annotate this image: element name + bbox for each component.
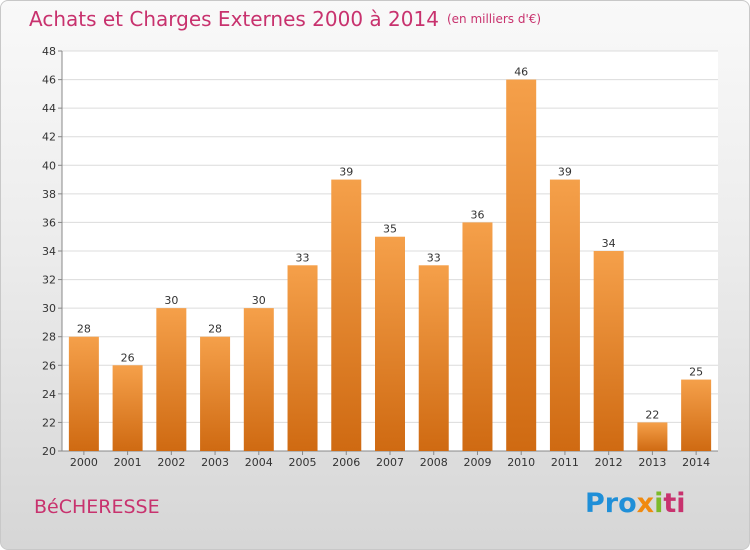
- value-label-2011: 39: [558, 166, 572, 179]
- value-label-2002: 30: [164, 294, 178, 307]
- chart-title-unit: (en milliers d'€): [446, 12, 542, 26]
- x-tick-label-2004: 2004: [245, 456, 273, 469]
- bar-2011: [549, 179, 580, 452]
- y-tick-label: 48: [42, 45, 56, 58]
- y-tick-label: 40: [42, 159, 56, 172]
- chart-title: Achats et Charges Externes 2000 à 2014 (e…: [29, 7, 541, 31]
- x-tick-label-2011: 2011: [551, 456, 579, 469]
- proxiti-logo: Proxiti: [585, 488, 686, 519]
- y-tick-label: 42: [42, 131, 56, 144]
- bar-2006: [331, 179, 362, 452]
- x-tick-label-2001: 2001: [114, 456, 142, 469]
- y-tick-label: 34: [42, 245, 56, 258]
- bar-2004: [243, 308, 274, 451]
- y-tick-label: 46: [42, 74, 56, 87]
- value-label-2009: 36: [470, 208, 484, 221]
- bar-2010: [506, 79, 537, 452]
- value-label-2003: 28: [208, 323, 222, 336]
- x-tick-label-2007: 2007: [376, 456, 404, 469]
- bar-2005: [287, 265, 318, 451]
- chart-title-main: Achats et Charges Externes 2000 à 2014: [29, 7, 439, 31]
- bar-2007: [375, 236, 405, 451]
- value-label-2008: 33: [427, 251, 441, 264]
- x-tick-label-2006: 2006: [332, 456, 360, 469]
- value-label-2000: 28: [77, 323, 91, 336]
- bar-2000: [68, 336, 99, 451]
- y-tick-label: 20: [42, 445, 56, 458]
- x-tick-label-2013: 2013: [638, 456, 666, 469]
- y-tick-label: 32: [42, 274, 56, 287]
- bar-2001: [112, 365, 143, 451]
- y-tick-label: 36: [42, 216, 56, 229]
- bar-2002: [156, 308, 187, 451]
- y-tick-label: 38: [42, 188, 56, 201]
- bar-2008: [418, 265, 449, 451]
- x-tick-label-2010: 2010: [507, 456, 535, 469]
- value-label-2014: 25: [689, 366, 703, 379]
- value-label-2005: 33: [296, 251, 310, 264]
- bar-2013: [637, 422, 668, 451]
- x-tick-label-2008: 2008: [420, 456, 448, 469]
- value-label-2010: 46: [514, 66, 528, 79]
- value-label-2012: 34: [602, 237, 616, 250]
- y-tick-label: 28: [42, 331, 56, 344]
- x-tick-label-2000: 2000: [70, 456, 98, 469]
- y-tick-label: 26: [42, 359, 56, 372]
- y-tick-label: 22: [42, 416, 56, 429]
- x-tick-label-2005: 2005: [289, 456, 317, 469]
- y-tick-label: 30: [42, 302, 56, 315]
- x-tick-label-2009: 2009: [463, 456, 491, 469]
- value-label-2013: 22: [645, 408, 659, 421]
- x-tick-label-2012: 2012: [595, 456, 623, 469]
- y-tick-label: 44: [42, 102, 56, 115]
- value-label-2004: 30: [252, 294, 266, 307]
- bar-2012: [593, 251, 624, 451]
- bar-2009: [462, 222, 493, 451]
- value-label-2006: 39: [339, 166, 353, 179]
- commune-name: BéCHERESSE: [34, 496, 160, 518]
- value-label-2007: 35: [383, 223, 397, 236]
- x-tick-label-2003: 2003: [201, 456, 229, 469]
- x-tick-label-2002: 2002: [157, 456, 185, 469]
- bar-2014: [681, 379, 712, 451]
- value-label-2001: 26: [121, 351, 135, 364]
- bar-2003: [200, 336, 231, 451]
- x-tick-label-2014: 2014: [682, 456, 710, 469]
- y-tick-label: 24: [42, 388, 56, 401]
